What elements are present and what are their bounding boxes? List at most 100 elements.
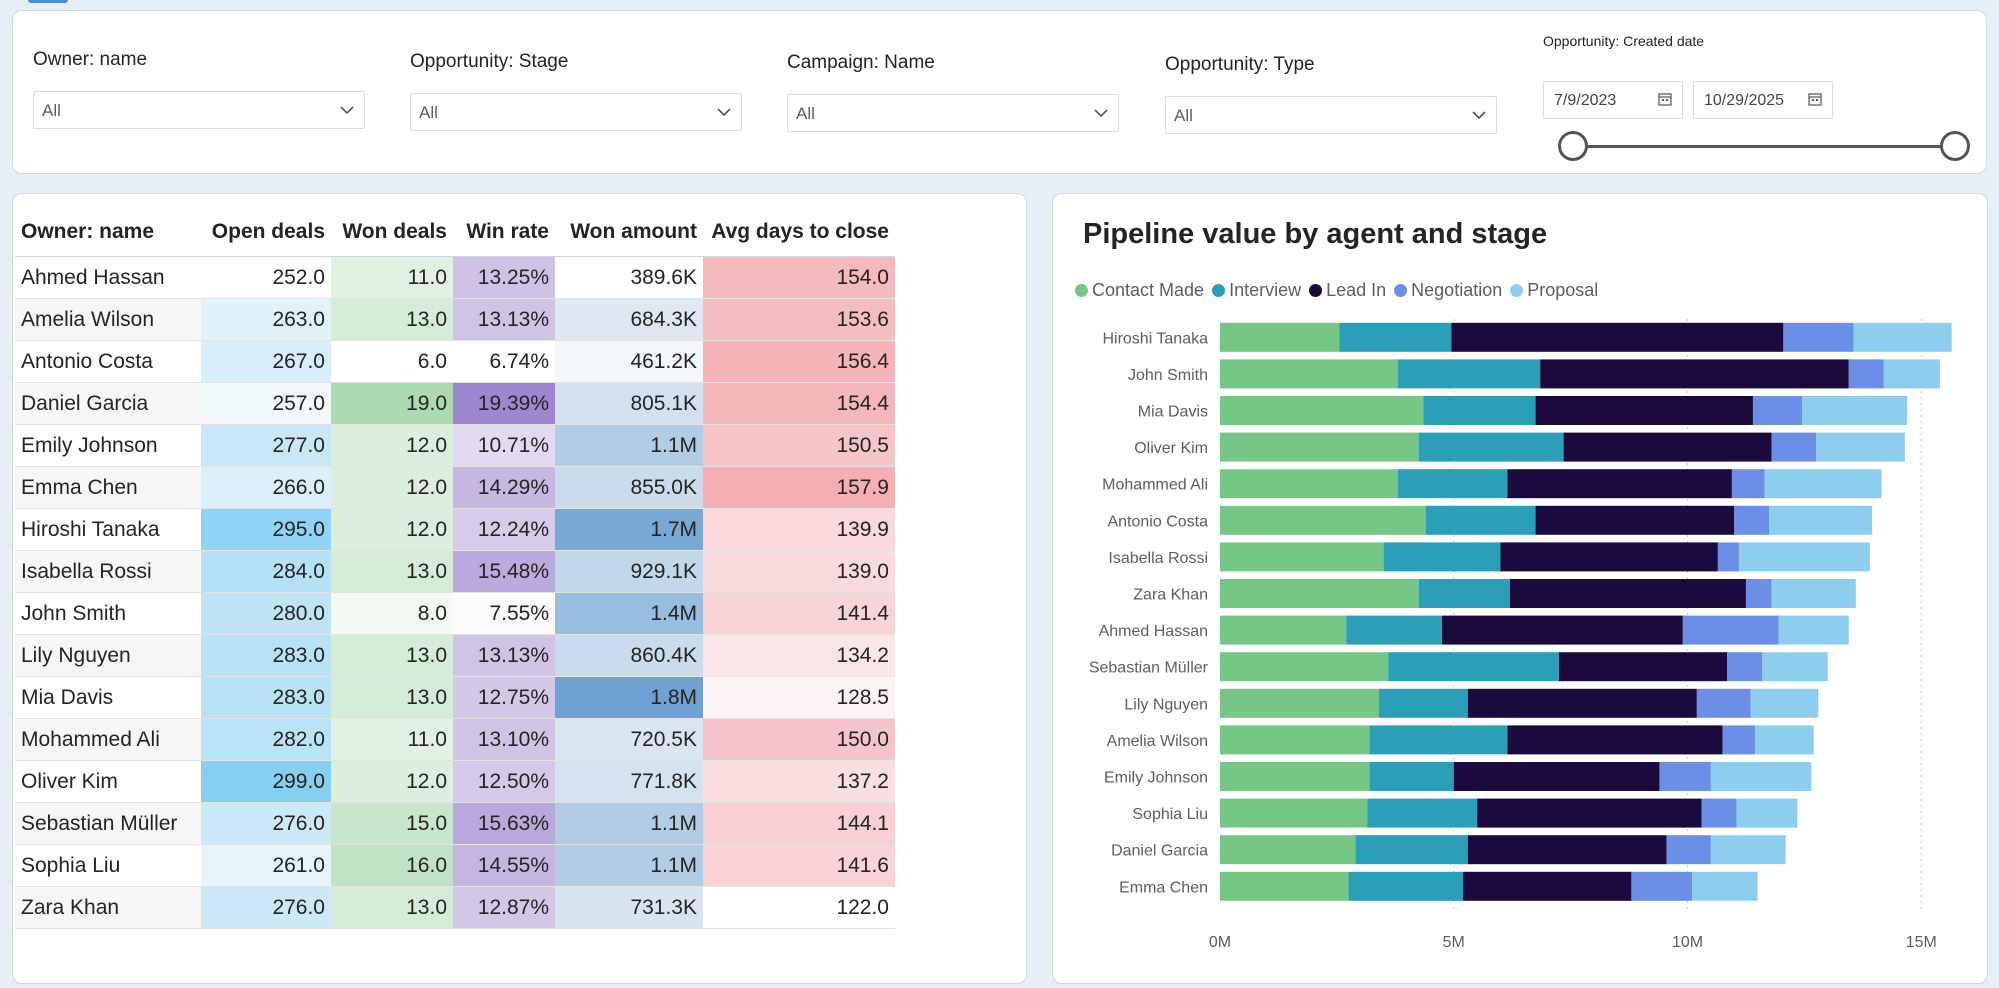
bar-segment[interactable] (1369, 725, 1508, 755)
bar-segment[interactable] (1220, 542, 1384, 572)
bar-segment[interactable] (1769, 505, 1873, 535)
table-row[interactable]: Zara Khan 276.0 13.0 12.87% 731.3K 122.0 (15, 886, 895, 929)
column-header[interactable]: Avg days to close (703, 208, 895, 257)
bar-segment[interactable] (1750, 688, 1819, 718)
bar-segment[interactable] (1692, 871, 1758, 901)
table-row[interactable]: Antonio Costa 267.0 6.0 6.74% 461.2K 156.4 (15, 340, 895, 383)
table-row[interactable]: Amelia Wilson 263.0 13.0 13.13% 684.3K 153.6 (15, 298, 895, 341)
bar-segment[interactable] (1418, 579, 1510, 608)
legend-item[interactable]: Proposal (1510, 280, 1598, 301)
bar-segment[interactable] (1848, 359, 1884, 389)
bar-segment[interactable] (1378, 688, 1468, 718)
bar-segment[interactable] (1802, 396, 1908, 425)
bar-segment[interactable] (1771, 432, 1817, 462)
table-row[interactable]: Mia Davis 283.0 13.0 12.75% 1.8M 128.5 (15, 676, 895, 719)
bar-segment[interactable] (1535, 396, 1753, 425)
column-header[interactable]: Owner: name (15, 208, 201, 257)
bar-segment[interactable] (1418, 432, 1564, 462)
bar-segment[interactable] (1500, 542, 1718, 572)
table-row[interactable]: Oliver Kim 299.0 12.0 12.50% 771.8K 137.2 (15, 760, 895, 803)
legend-item[interactable]: Contact Made (1075, 280, 1204, 301)
end-date-input[interactable]: 10/29/2025 (1693, 81, 1833, 119)
bar-segment[interactable] (1220, 652, 1389, 682)
bar-segment[interactable] (1771, 579, 1856, 608)
bar-segment[interactable] (1220, 798, 1368, 828)
bar-segment[interactable] (1540, 359, 1849, 389)
bar-segment[interactable] (1755, 725, 1814, 755)
bar-segment[interactable] (1451, 322, 1784, 352)
bar-segment[interactable] (1558, 652, 1728, 682)
legend-item[interactable]: Negotiation (1394, 280, 1502, 301)
bar-segment[interactable] (1853, 322, 1952, 352)
column-header[interactable]: Open deals (201, 208, 331, 257)
table-row[interactable]: Lily Nguyen 283.0 13.0 13.13% 860.4K 134.2 (15, 634, 895, 677)
range-start-handle[interactable] (1558, 131, 1588, 161)
bar-segment[interactable] (1696, 688, 1751, 718)
bar-segment[interactable] (1666, 835, 1711, 865)
bar-segment[interactable] (1220, 725, 1370, 755)
bar-segment[interactable] (1659, 762, 1711, 791)
bar-segment[interactable] (1477, 798, 1702, 828)
bar-segment[interactable] (1563, 432, 1772, 462)
legend-item[interactable]: Interview (1212, 280, 1301, 301)
bar-segment[interactable] (1710, 835, 1786, 865)
bar-segment[interactable] (1397, 469, 1508, 499)
bar-segment[interactable] (1717, 542, 1739, 572)
bar-segment[interactable] (1752, 396, 1803, 425)
column-header[interactable]: Won deals (331, 208, 453, 257)
bar-segment[interactable] (1509, 579, 1746, 608)
bar-segment[interactable] (1453, 762, 1660, 791)
bar-segment[interactable] (1778, 615, 1849, 645)
table-row[interactable]: Hiroshi Tanaka 295.0 12.0 12.24% 1.7M 139.9 (15, 508, 895, 551)
bar-segment[interactable] (1710, 762, 1812, 791)
bar-segment[interactable] (1220, 322, 1340, 352)
bar-segment[interactable] (1738, 542, 1870, 572)
bar-segment[interactable] (1727, 652, 1763, 682)
bar-segment[interactable] (1535, 505, 1735, 535)
bar-segment[interactable] (1701, 798, 1737, 828)
bar-segment[interactable] (1220, 396, 1424, 425)
bar-segment[interactable] (1507, 725, 1723, 755)
bar-segment[interactable] (1722, 725, 1756, 755)
stage-dropdown[interactable]: All (410, 93, 742, 131)
bar-segment[interactable] (1736, 798, 1798, 828)
bar-segment[interactable] (1220, 762, 1370, 791)
table-row[interactable]: Mohammed Ali 282.0 11.0 13.10% 720.5K 150.0 (15, 718, 895, 761)
table-row[interactable]: Ahmed Hassan 252.0 11.0 13.25% 389.6K 154.0 (15, 256, 895, 299)
bar-segment[interactable] (1367, 798, 1478, 828)
column-header[interactable]: Won amount (555, 208, 703, 257)
bar-segment[interactable] (1682, 615, 1779, 645)
bar-segment[interactable] (1507, 469, 1732, 499)
table-row[interactable]: Sophia Liu 261.0 16.0 14.55% 1.1M 141.6 (15, 844, 895, 887)
table-row[interactable]: John Smith 280.0 8.0 7.55% 1.4M 141.4 (15, 592, 895, 635)
bar-segment[interactable] (1423, 396, 1536, 425)
bar-segment[interactable] (1397, 359, 1541, 389)
bar-segment[interactable] (1220, 871, 1349, 901)
column-header[interactable]: Win rate (453, 208, 555, 257)
bar-segment[interactable] (1369, 762, 1454, 791)
bar-segment[interactable] (1442, 615, 1683, 645)
campaign-dropdown[interactable]: All (787, 94, 1119, 132)
bar-segment[interactable] (1762, 652, 1828, 682)
start-date-input[interactable]: 7/9/2023 (1543, 81, 1683, 119)
table-row[interactable]: Isabella Rossi 284.0 13.0 15.48% 929.1K 139.0 (15, 550, 895, 593)
bar-segment[interactable] (1220, 359, 1398, 389)
bar-segment[interactable] (1425, 505, 1536, 535)
bar-segment[interactable] (1220, 688, 1379, 718)
bar-segment[interactable] (1383, 542, 1501, 572)
bar-segment[interactable] (1745, 579, 1772, 608)
bar-segment[interactable] (1220, 615, 1347, 645)
bar-segment[interactable] (1339, 322, 1452, 352)
bar-segment[interactable] (1731, 469, 1765, 499)
bar-segment[interactable] (1346, 615, 1443, 645)
bar-segment[interactable] (1816, 432, 1905, 462)
table-row[interactable]: Daniel Garcia 257.0 19.0 19.39% 805.1K 154.4 (15, 382, 895, 425)
range-end-handle[interactable] (1940, 131, 1970, 161)
bar-segment[interactable] (1220, 579, 1419, 608)
bar-segment[interactable] (1220, 835, 1356, 865)
legend-item[interactable]: Lead In (1309, 280, 1386, 301)
bar-segment[interactable] (1388, 652, 1559, 682)
bar-segment[interactable] (1764, 469, 1882, 499)
bar-segment[interactable] (1220, 469, 1398, 499)
table-row[interactable]: Emma Chen 266.0 12.0 14.29% 855.0K 157.9 (15, 466, 895, 509)
